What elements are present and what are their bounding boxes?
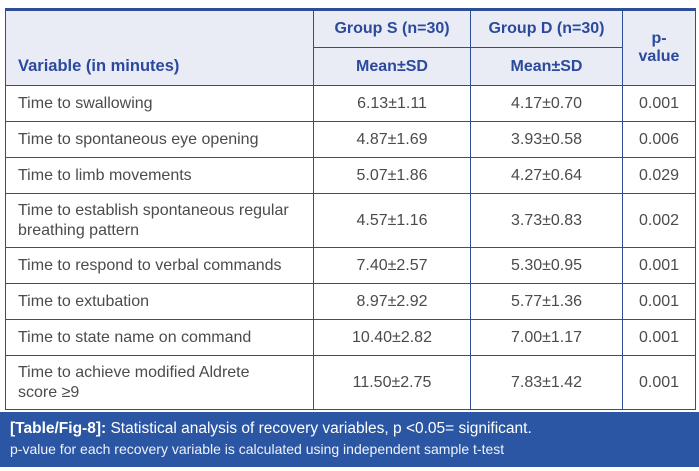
variable-cell: Time to extubation — [5, 283, 314, 320]
p-value-header-line2: value — [638, 48, 680, 65]
p-value-cell: 0.001 — [622, 319, 696, 356]
group-s-cell: 11.50±2.75 — [313, 355, 471, 410]
p-value-cell: 0.001 — [622, 283, 696, 320]
table-row: Time to respond to verbal commands 7.40±… — [5, 247, 696, 284]
table-row: Time to establish spontaneous regular br… — [5, 193, 696, 248]
table-row: Time to limb movements 5.07±1.86 4.27±0.… — [5, 157, 696, 194]
figure-caption: [Table/Fig-8]: Statistical analysis of r… — [0, 412, 699, 467]
group-d-cell: 3.93±0.58 — [470, 121, 623, 158]
caption-title: [Table/Fig-8]: Statistical analysis of r… — [10, 418, 689, 440]
variable-cell: Time to respond to verbal commands — [5, 247, 314, 284]
group-s-cell: 5.07±1.86 — [313, 157, 471, 194]
group-d-cell: 7.00±1.17 — [470, 319, 623, 356]
column-subheader-mean-sd-d: Mean±SD — [470, 47, 623, 86]
p-value-cell: 0.029 — [622, 157, 696, 194]
variable-cell: Time to achieve modified Aldrete score ≥… — [5, 355, 314, 410]
p-value-cell: 0.001 — [622, 85, 696, 122]
p-value-cell: 0.002 — [622, 193, 696, 248]
p-value-cell: 0.001 — [622, 355, 696, 410]
group-s-cell: 7.40±2.57 — [313, 247, 471, 284]
variable-cell: Time to establish spontaneous regular br… — [5, 193, 314, 248]
recovery-variables-table: Variable (in minutes) Group S (n=30) Gro… — [5, 8, 696, 410]
table-row: Time to spontaneous eye opening 4.87±1.6… — [5, 121, 696, 158]
group-s-cell: 10.40±2.82 — [313, 319, 471, 356]
column-header-p-value: p- value — [622, 9, 696, 86]
table-row: Time to swallowing 6.13±1.11 4.17±0.70 0… — [5, 85, 696, 122]
table-body: Time to swallowing 6.13±1.11 4.17±0.70 0… — [5, 85, 696, 410]
table-row: Time to achieve modified Aldrete score ≥… — [5, 355, 696, 410]
group-s-cell: 6.13±1.11 — [313, 85, 471, 122]
table-row: Time to extubation 8.97±2.92 5.77±1.36 0… — [5, 283, 696, 320]
group-d-cell: 4.17±0.70 — [470, 85, 623, 122]
p-value-cell: 0.001 — [622, 247, 696, 284]
variable-cell: Time to swallowing — [5, 85, 314, 122]
p-value-cell: 0.006 — [622, 121, 696, 158]
group-d-cell: 5.30±0.95 — [470, 247, 623, 284]
group-d-cell: 4.27±0.64 — [470, 157, 623, 194]
caption-label: [Table/Fig-8]: — [10, 420, 107, 437]
table-row: Time to state name on command 10.40±2.82… — [5, 319, 696, 356]
variable-cell: Time to spontaneous eye opening — [5, 121, 314, 158]
variable-cell: Time to state name on command — [5, 319, 314, 356]
group-d-cell: 5.77±1.36 — [470, 283, 623, 320]
column-header-group-s: Group S (n=30) — [313, 9, 471, 48]
group-s-cell: 4.87±1.69 — [313, 121, 471, 158]
column-header-group-d: Group D (n=30) — [470, 9, 623, 48]
caption-note: p-value for each recovery variable is ca… — [10, 440, 505, 457]
group-s-cell: 8.97±2.92 — [313, 283, 471, 320]
table-header: Variable (in minutes) Group S (n=30) Gro… — [5, 9, 696, 86]
p-value-header-line1: p- — [651, 29, 667, 47]
group-s-cell: 4.57±1.16 — [313, 193, 471, 248]
group-d-cell: 3.73±0.83 — [470, 193, 623, 248]
variable-cell: Time to limb movements — [5, 157, 314, 194]
column-subheader-mean-sd-s: Mean±SD — [313, 47, 471, 86]
column-header-variable: Variable (in minutes) — [5, 9, 314, 86]
group-d-cell: 7.83±1.42 — [470, 355, 623, 410]
caption-text: Statistical analysis of recovery variabl… — [106, 420, 532, 437]
